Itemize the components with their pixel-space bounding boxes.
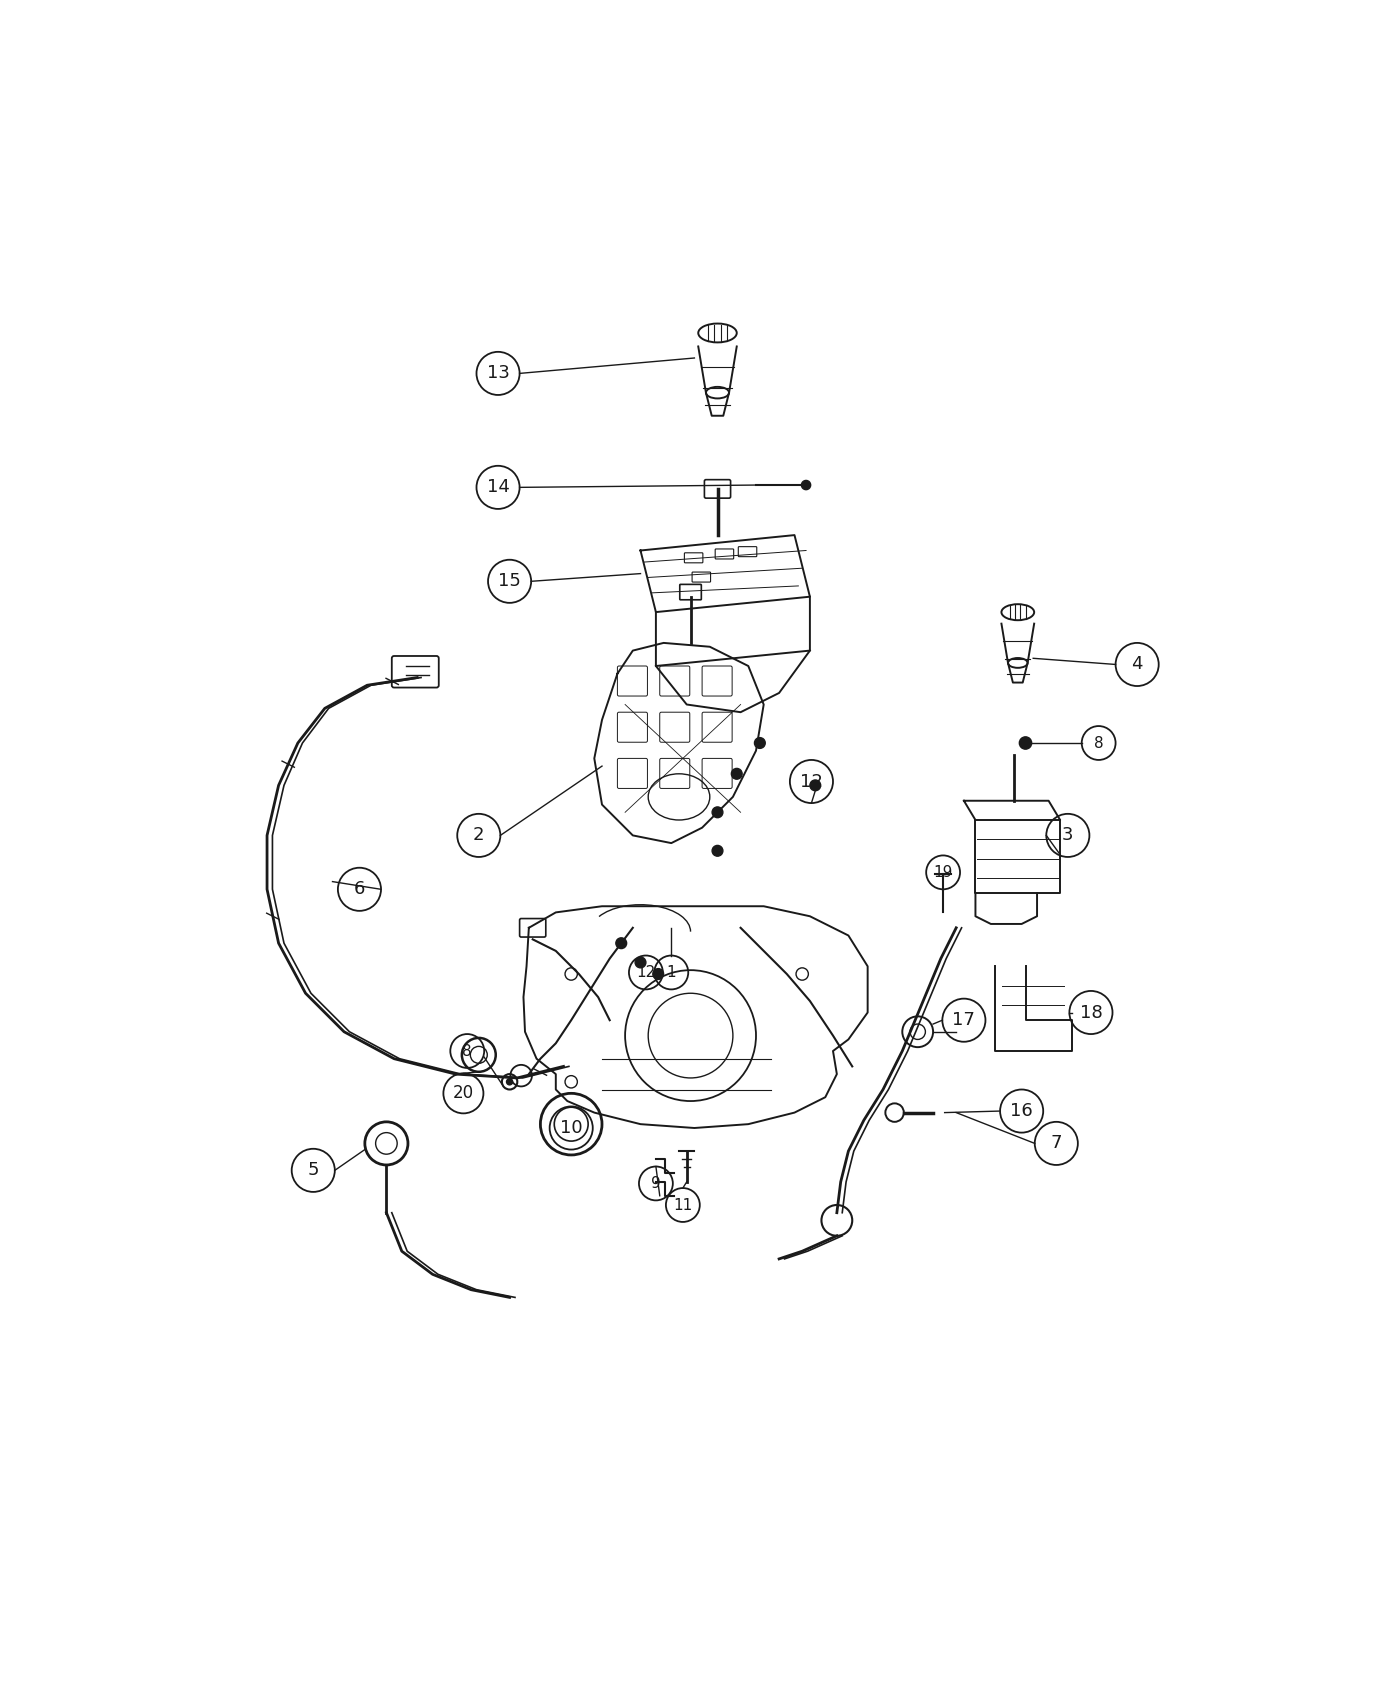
- Text: 12: 12: [799, 772, 823, 791]
- Text: 6: 6: [354, 881, 365, 898]
- Text: 5: 5: [308, 1161, 319, 1180]
- Text: 16: 16: [1011, 1102, 1033, 1120]
- Circle shape: [507, 1080, 512, 1085]
- Circle shape: [755, 738, 766, 748]
- Text: 8: 8: [1093, 736, 1103, 750]
- Circle shape: [809, 780, 820, 791]
- Circle shape: [636, 957, 645, 967]
- Text: 10: 10: [560, 1119, 582, 1137]
- Text: 9: 9: [651, 1176, 661, 1192]
- Text: 15: 15: [498, 573, 521, 590]
- Circle shape: [1019, 736, 1032, 750]
- Circle shape: [713, 808, 722, 818]
- Circle shape: [616, 938, 627, 949]
- Text: 3: 3: [1063, 826, 1074, 845]
- Text: 1: 1: [666, 966, 676, 979]
- Text: 14: 14: [487, 478, 510, 496]
- Circle shape: [652, 969, 664, 979]
- Text: 13: 13: [487, 364, 510, 382]
- Circle shape: [731, 768, 742, 779]
- Text: 7: 7: [1050, 1134, 1063, 1153]
- Text: 8: 8: [462, 1044, 472, 1059]
- Text: 4: 4: [1131, 656, 1142, 673]
- Text: 12: 12: [636, 966, 655, 979]
- Text: 18: 18: [1079, 1003, 1102, 1022]
- Text: 2: 2: [473, 826, 484, 845]
- Text: 19: 19: [934, 865, 953, 881]
- Text: 17: 17: [952, 1012, 976, 1028]
- Circle shape: [801, 481, 811, 490]
- Circle shape: [713, 845, 722, 857]
- Text: 11: 11: [673, 1197, 693, 1212]
- Text: 20: 20: [452, 1085, 475, 1102]
